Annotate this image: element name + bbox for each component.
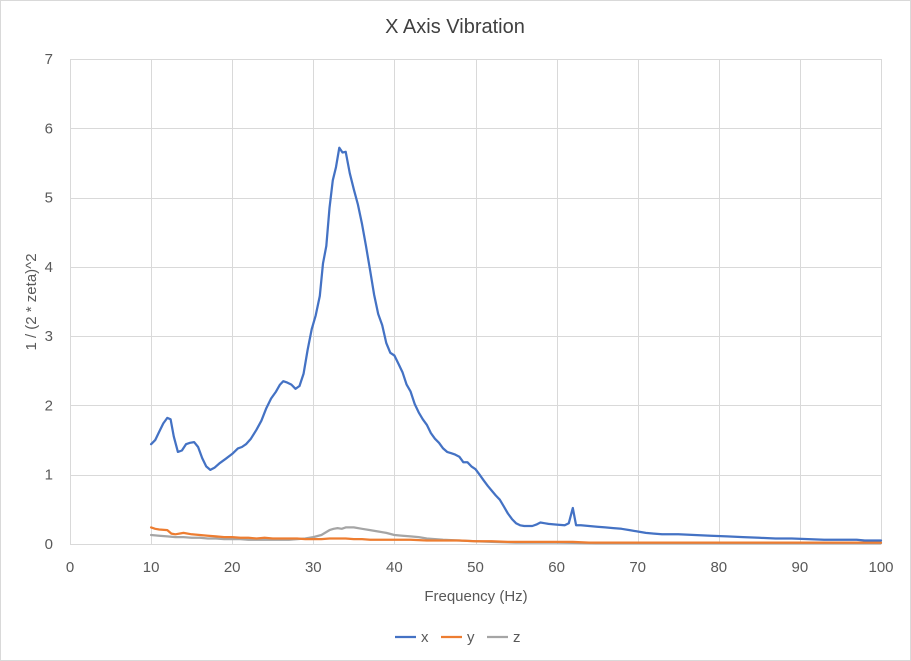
y-tick-label: 2 [45, 397, 53, 414]
x-tick-label: 70 [629, 559, 646, 576]
legend-label-x: x [421, 629, 429, 646]
x-tick-label: 80 [710, 559, 727, 576]
series-line-x [149, 146, 883, 542]
y-tick-label: 1 [45, 467, 53, 484]
y-tick-label: 5 [45, 190, 53, 207]
x-tick-label: 100 [868, 559, 893, 576]
x-axis-title: Frequency (Hz) [424, 588, 527, 605]
y-tick-label: 7 [45, 51, 53, 68]
x-tick-label: 0 [66, 559, 74, 576]
chart-title: X Axis Vibration [385, 16, 525, 38]
legend: x y z [395, 629, 521, 646]
x-tick-label: 10 [143, 559, 160, 576]
x-tick-label: 50 [467, 559, 484, 576]
y-tick-label: 4 [45, 259, 53, 276]
x-tick-label: 30 [305, 559, 322, 576]
series-line-y [149, 526, 883, 544]
x-tick-label: 20 [224, 559, 241, 576]
y-tick-label: 0 [45, 536, 53, 553]
tick-labels: 0 10 20 30 40 50 60 70 80 90 100 0 1 2 3 4 5 6 7 [45, 51, 894, 576]
x-tick-label: 60 [548, 559, 565, 576]
y-tick-label: 3 [45, 328, 53, 345]
legend-label-z: z [513, 629, 521, 646]
y-tick-label: 6 [45, 120, 53, 137]
x-tick-label: 40 [386, 559, 403, 576]
y-axis-title: 1 / (2 * zeta)^2 [23, 253, 40, 350]
gridlines [70, 59, 882, 545]
series-lines [149, 146, 883, 545]
x-tick-label: 90 [792, 559, 809, 576]
legend-label-y: y [467, 629, 475, 646]
